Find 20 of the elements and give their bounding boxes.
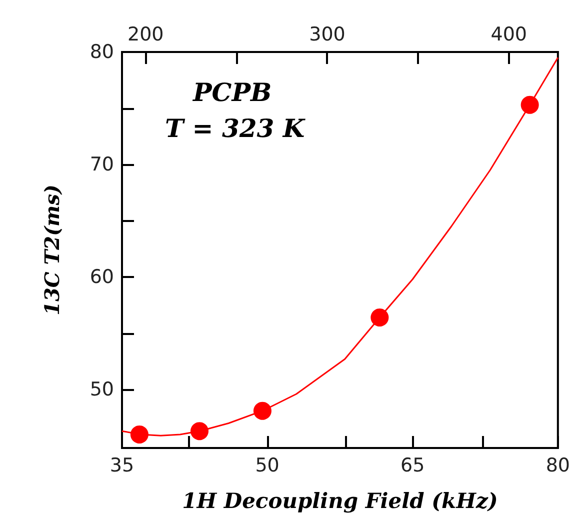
x-axis-title: 1H Decoupling Field (kHz) [182, 488, 498, 513]
x-tick-label: 35 [110, 454, 134, 476]
x-tick-label: 50 [255, 454, 280, 476]
point [520, 96, 539, 114]
point [370, 308, 389, 326]
annotation: T = 323 K [165, 114, 306, 143]
point [253, 402, 272, 420]
x2-tick-label: 200 [127, 24, 164, 46]
y-tick-label: 70 [90, 154, 114, 176]
y-axis-title: 13C T2(ms) [40, 184, 64, 316]
x2-tick-label: 400 [490, 24, 528, 46]
x2-tick-label: 300 [309, 24, 346, 46]
annotation: PCPB [192, 78, 272, 107]
x-tick-label: 65 [400, 454, 425, 476]
point [130, 426, 148, 444]
y-tick-label: 60 [90, 266, 114, 288]
y-tick-label: 80 [90, 41, 114, 63]
y-tick-label: 50 [90, 378, 114, 400]
x-tick-label: 80 [546, 454, 570, 476]
point [190, 422, 208, 440]
